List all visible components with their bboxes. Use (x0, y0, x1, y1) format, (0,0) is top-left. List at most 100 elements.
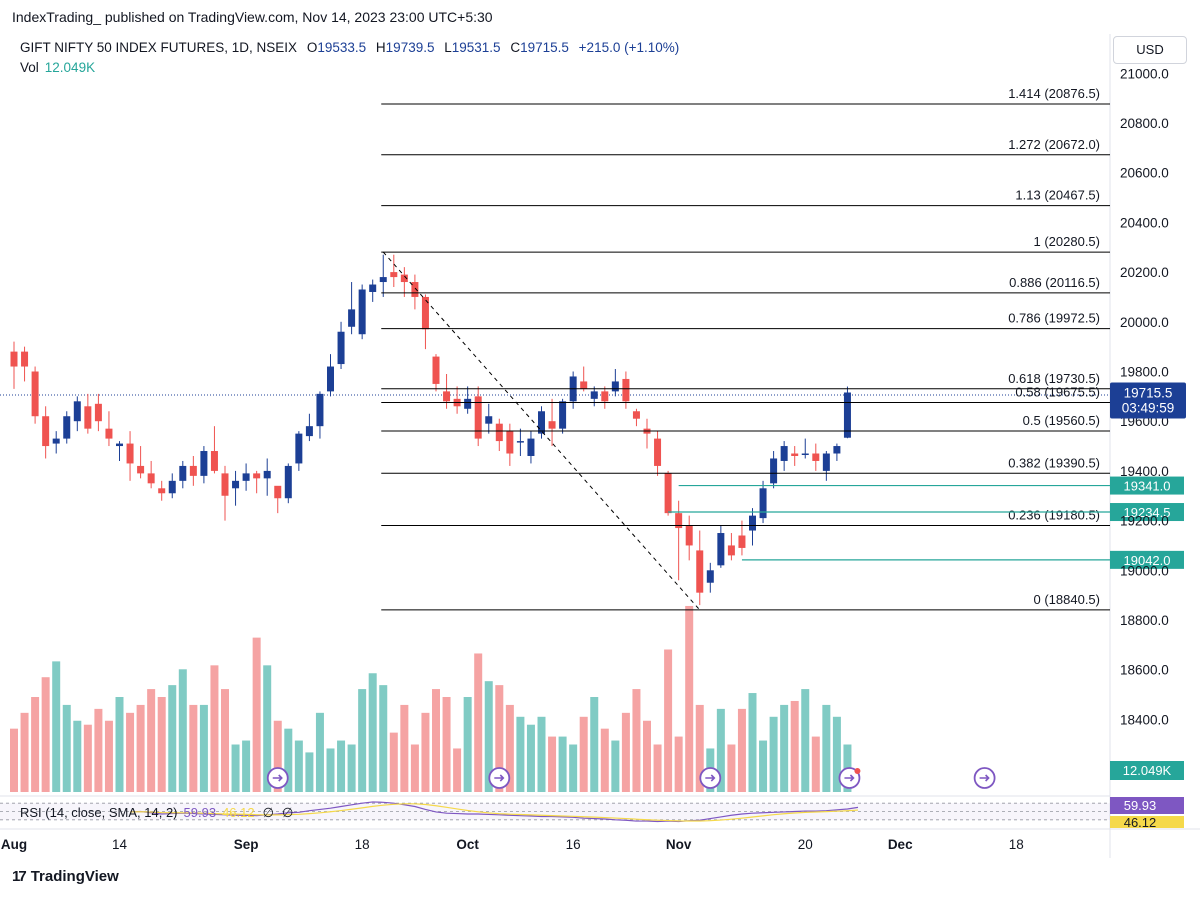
candle-body[interactable] (738, 535, 746, 548)
event-marker-upcoming[interactable] (973, 767, 996, 789)
volume-bar (463, 697, 472, 792)
candle-body[interactable] (390, 272, 398, 278)
candle-body[interactable] (590, 391, 598, 399)
time-tick-label: 18 (1009, 837, 1024, 852)
candle-body[interactable] (189, 465, 197, 476)
candle-body[interactable] (411, 282, 419, 297)
candle-body[interactable] (369, 284, 377, 292)
candle-body[interactable] (52, 438, 60, 444)
candle-body[interactable] (348, 309, 356, 327)
candle-body[interactable] (685, 525, 693, 546)
candle-body[interactable] (474, 396, 482, 439)
candle-body[interactable] (527, 438, 535, 456)
volume-legend[interactable]: Vol 12.049K (20, 60, 95, 75)
candle-body[interactable] (749, 515, 756, 531)
event-marker[interactable] (266, 767, 289, 789)
candle-body[interactable] (538, 411, 545, 434)
candle-body[interactable] (516, 441, 524, 443)
candle-body[interactable] (611, 381, 619, 392)
candle-body[interactable] (759, 488, 767, 519)
candle-body[interactable] (843, 392, 851, 438)
candle-body[interactable] (632, 411, 640, 419)
rsi-legend[interactable]: RSI (14, close, SMA, 14, 2) 59.93 46.12 ∅ ∅ (20, 805, 293, 821)
price-axis[interactable]: 21000.0 20800.0 20600.0 20400.0 20200.0 20000… (1110, 66, 1186, 830)
candle-body[interactable] (21, 351, 29, 367)
candle-body[interactable] (158, 488, 166, 494)
notification-dot (854, 768, 861, 774)
candle-body[interactable] (812, 453, 820, 461)
arrow-right-icon (705, 774, 716, 782)
candle-body[interactable] (242, 473, 250, 481)
candle-body[interactable] (675, 513, 683, 529)
price-tick-label: 19400.0 (1120, 464, 1169, 479)
event-marker[interactable] (488, 767, 511, 789)
candle-body[interactable] (73, 401, 81, 422)
candle-body[interactable] (232, 480, 240, 489)
candle-body[interactable] (168, 480, 176, 494)
candle-body[interactable] (284, 465, 292, 499)
candle-body[interactable] (780, 446, 788, 461)
candle-body[interactable] (801, 453, 809, 456)
candle-body[interactable] (379, 277, 387, 283)
horizontal-ray-levels[interactable]: 19341.0 19234.5 19042.0 (668, 476, 1184, 569)
candle-body[interactable] (253, 473, 261, 479)
candle-body[interactable] (654, 438, 662, 466)
event-markers[interactable] (266, 767, 996, 789)
candle-body[interactable] (548, 421, 556, 429)
candle-body[interactable] (221, 473, 229, 496)
candle-body[interactable] (10, 351, 18, 367)
candle-body[interactable] (485, 416, 493, 424)
event-marker-latest[interactable] (838, 767, 861, 789)
symbol-title[interactable]: GIFT NIFTY 50 INDEX FUTURES, 1D, NSEIX (20, 40, 298, 55)
candle-body[interactable] (200, 451, 208, 476)
candle-body[interactable] (421, 296, 429, 330)
candle-body[interactable] (263, 470, 271, 479)
candle-body[interactable] (305, 426, 313, 437)
candle-body[interactable] (84, 406, 92, 429)
candle-body[interactable] (358, 289, 366, 335)
candle-body[interactable] (432, 356, 440, 384)
candle-body[interactable] (770, 458, 778, 484)
event-marker[interactable] (699, 767, 722, 789)
price-pane[interactable] (0, 34, 1200, 858)
time-axis[interactable]: Aug 14 Sep 18 Oct 16 Nov 20 Dec 18 (1, 837, 1024, 852)
symbol-legend[interactable]: GIFT NIFTY 50 INDEX FUTURES, 1D, NSEIX O… (20, 40, 679, 55)
candle-body[interactable] (210, 451, 218, 471)
candle-body[interactable] (822, 453, 830, 471)
candle-body[interactable] (316, 393, 324, 427)
candle-body[interactable] (105, 428, 113, 439)
candle-body[interactable] (559, 401, 567, 429)
candle-body[interactable] (727, 545, 735, 556)
candle-body[interactable] (833, 446, 841, 454)
time-tick-label: 18 (355, 837, 370, 852)
candle-body[interactable] (116, 443, 123, 447)
candle-body[interactable] (464, 398, 472, 409)
candle-body[interactable] (179, 465, 187, 481)
candle-body[interactable] (42, 416, 50, 447)
candle-body[interactable] (791, 453, 799, 456)
candle-body[interactable] (622, 378, 630, 402)
candle-body[interactable] (327, 366, 334, 392)
candle-body[interactable] (717, 533, 725, 566)
candle-body[interactable] (580, 381, 588, 389)
candle-body[interactable] (274, 485, 282, 499)
fibonacci-extension-tool[interactable]: 1.414 (20876.5) 1.272 (20672.0) 1.13 (2046… (381, 86, 1110, 611)
candle-body[interactable] (706, 570, 714, 583)
candle-body[interactable] (601, 391, 609, 402)
candle-body[interactable] (506, 431, 514, 454)
candle-body[interactable] (495, 423, 503, 442)
candle-body[interactable] (295, 433, 303, 464)
candle-body[interactable] (147, 473, 155, 484)
candle-body[interactable] (94, 403, 102, 422)
candle-body[interactable] (31, 371, 39, 417)
candle-body[interactable] (137, 465, 145, 474)
candle-body[interactable] (400, 274, 408, 283)
candle-body[interactable] (63, 416, 71, 439)
candle-body[interactable] (696, 550, 704, 593)
currency-button[interactable]: USD (1113, 36, 1187, 64)
candle-body[interactable] (443, 391, 451, 402)
candle-body[interactable] (664, 473, 672, 514)
candle-body[interactable] (126, 443, 134, 464)
candle-body[interactable] (337, 331, 345, 365)
